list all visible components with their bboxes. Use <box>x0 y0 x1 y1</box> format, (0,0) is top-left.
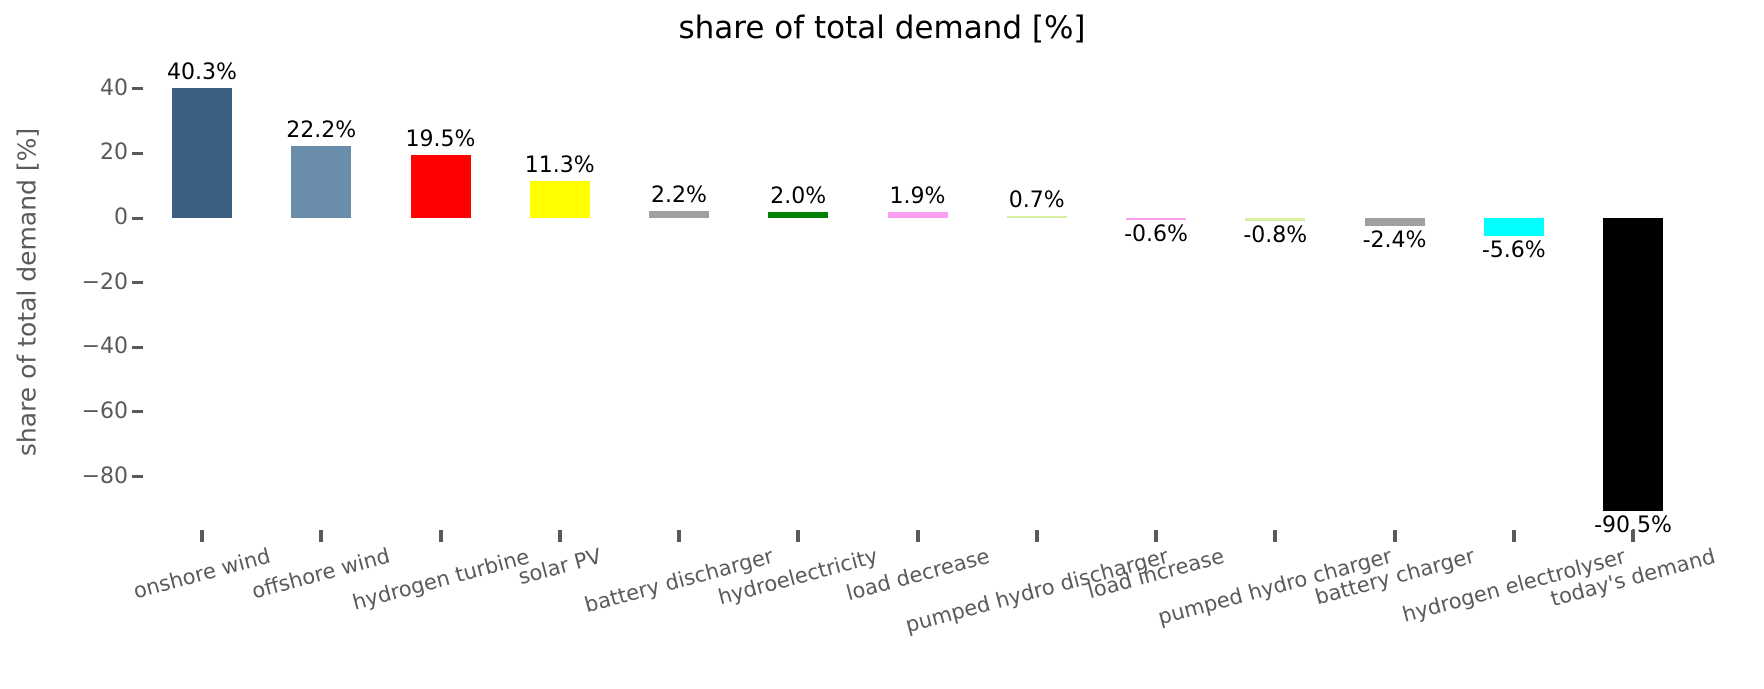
bar <box>1006 215 1067 218</box>
bar <box>887 211 948 218</box>
bar <box>529 181 590 218</box>
x-tick-mark <box>319 530 324 542</box>
x-tick-mark <box>1273 530 1278 542</box>
y-tick-mark <box>132 345 143 349</box>
bar <box>172 87 232 218</box>
y-tick-label: −60 <box>81 398 128 424</box>
bar-value-label: 22.2% <box>286 118 357 144</box>
x-tick-label: onshore wind <box>130 544 273 604</box>
bar <box>1245 218 1306 221</box>
bar-value-label: 11.3% <box>524 153 595 179</box>
bar <box>649 210 709 218</box>
x-tick-mark <box>200 530 204 542</box>
bar <box>768 211 829 218</box>
y-tick-label: −80 <box>81 463 128 489</box>
bar-value-label: -5.6% <box>1481 238 1546 264</box>
x-tick-mark <box>1511 530 1516 542</box>
y-tick-label: −40 <box>81 334 128 360</box>
bar-value-label: 40.3% <box>167 59 237 85</box>
bar-value-label: 1.9% <box>889 183 946 209</box>
y-tick-mark <box>132 87 143 91</box>
bar-value-label: -0.8% <box>1243 222 1308 248</box>
bar-value-label: -0.6% <box>1124 221 1188 247</box>
x-tick-mark <box>677 530 681 542</box>
chart-title: share of total demand [%] <box>678 10 1086 46</box>
x-tick-mark <box>1631 530 1635 542</box>
y-tick-mark <box>132 281 143 285</box>
bar-value-label: -2.4% <box>1362 227 1427 253</box>
x-tick-mark <box>557 530 562 542</box>
bar <box>1603 218 1663 511</box>
bar <box>1483 218 1544 237</box>
bar <box>291 146 352 218</box>
y-tick-label: 0 <box>114 205 128 230</box>
y-tick-mark <box>132 151 143 155</box>
y-tick-mark <box>132 410 143 414</box>
bar-value-label: 2.2% <box>651 182 707 208</box>
x-tick-mark <box>796 530 801 542</box>
bar <box>1364 218 1425 226</box>
x-tick-mark <box>915 530 920 542</box>
bar-value-label: 2.0% <box>770 183 827 209</box>
y-tick-mark <box>132 216 143 220</box>
bar-value-label: 19.5% <box>405 126 476 152</box>
x-tick-mark <box>1034 530 1039 542</box>
bar <box>1126 218 1186 220</box>
bar <box>410 154 471 218</box>
x-tick-label: solar PV <box>515 544 604 590</box>
y-tick-label: 40 <box>100 75 128 101</box>
x-tick-mark <box>1392 530 1397 542</box>
y-tick-label: 20 <box>100 140 128 166</box>
bar-value-label: 0.7% <box>1008 187 1065 213</box>
y-tick-label: −20 <box>81 269 128 295</box>
x-tick-mark <box>438 530 443 542</box>
x-tick-mark <box>1154 530 1158 542</box>
y-tick-mark <box>132 475 143 479</box>
